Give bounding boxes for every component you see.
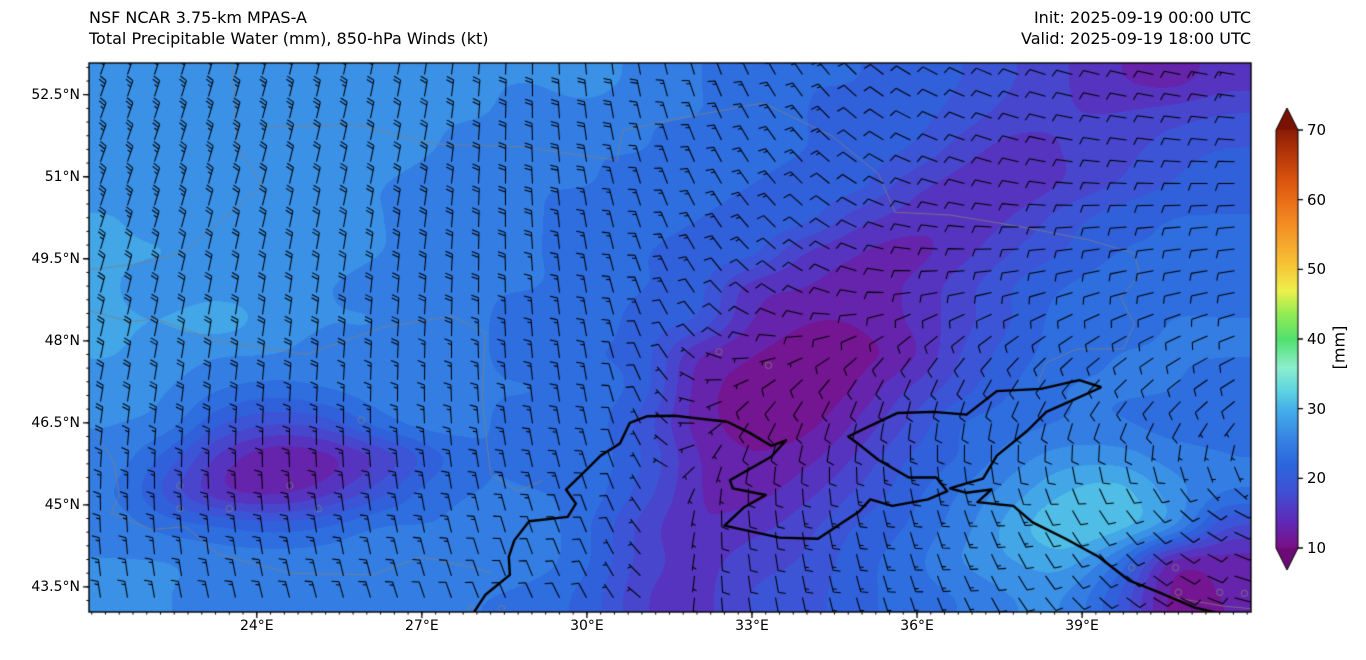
lon-tick-label: 36°E <box>900 618 934 634</box>
colorbar-tick-label: 70 <box>1307 121 1327 139</box>
colorbar-tick-label: 50 <box>1307 260 1327 279</box>
init-time: Init: 2025-09-19 00:00 UTC <box>1033 8 1251 27</box>
lat-tick-label: 43.5°N <box>31 578 80 595</box>
lat-tick-label: 51°N <box>44 168 80 185</box>
lat-tick-label: 52.5°N <box>31 86 80 103</box>
lon-tick-label: 24°E <box>239 618 274 634</box>
lon-tick-label: 30°E <box>570 618 604 634</box>
colorbar-tick-label: 30 <box>1307 399 1327 418</box>
plot-subtitle: Total Precipitable Water (mm), 850-hPa W… <box>89 29 489 48</box>
colorbar-tick-label: 60 <box>1307 190 1327 209</box>
lat-tick-label: 45°N <box>44 496 80 513</box>
lon-tick-label: 27°E <box>405 618 439 634</box>
valid-time: Valid: 2025-09-19 18:00 UTC <box>1020 29 1251 48</box>
colorbar-tick-label: 20 <box>1307 469 1327 488</box>
colorbar-tick-label: 40 <box>1307 330 1327 348</box>
plot-title: NSF NCAR 3.75-km MPAS-A <box>89 8 307 27</box>
colorbar-unit-label: [mm] <box>1329 325 1349 370</box>
lat-tick-label: 48°N <box>44 332 80 349</box>
lon-tick-label: 39°E <box>1065 618 1099 634</box>
colorbar-tick-label: 10 <box>1307 539 1327 557</box>
lon-tick-label: 33°E <box>735 618 769 634</box>
lat-tick-label: 49.5°N <box>31 250 80 267</box>
lat-tick-label: 46.5°N <box>31 414 80 431</box>
